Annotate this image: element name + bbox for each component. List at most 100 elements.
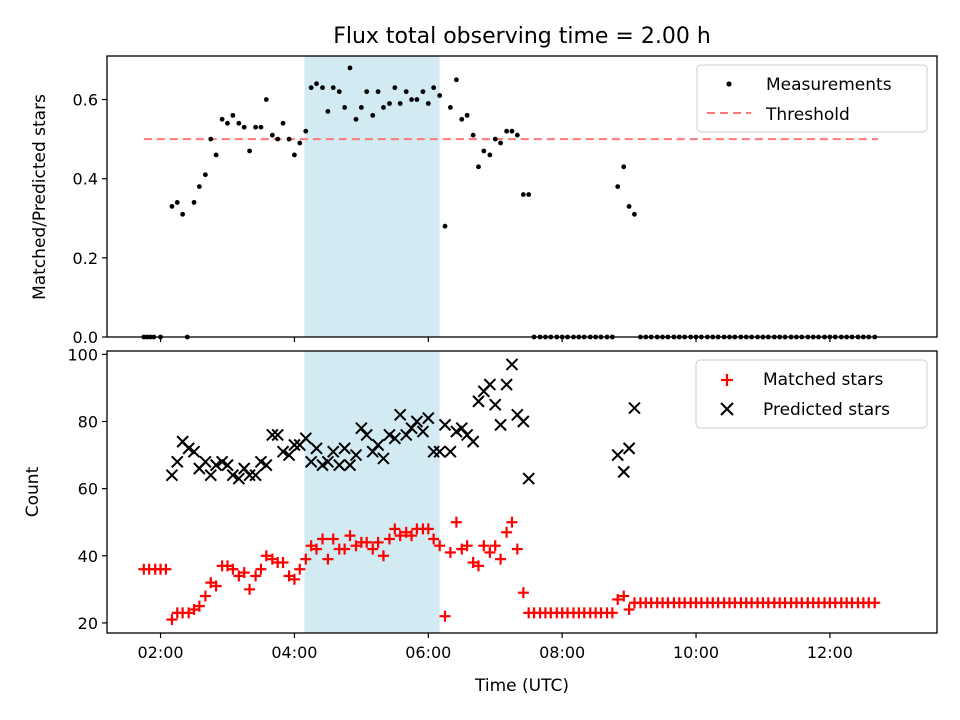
measurement-point	[626, 203, 632, 209]
y-tick-label: 0.2	[73, 249, 98, 268]
matched-star-point	[422, 523, 434, 535]
measurement-point	[253, 124, 258, 130]
predicted-star-point	[483, 378, 497, 391]
matched-star-point	[484, 546, 496, 558]
measurement-point	[464, 112, 470, 118]
observing-window-span	[304, 351, 440, 633]
measurement-point	[213, 152, 219, 158]
predicted-star-point	[522, 472, 535, 485]
top-panel-highlight	[304, 56, 440, 337]
matched-star-point	[383, 533, 395, 545]
matched-star-point	[250, 570, 262, 582]
measurement-point	[621, 164, 627, 170]
x-tick-label: 10:00	[673, 643, 719, 662]
matched-star-point	[478, 540, 490, 552]
matched-star-point	[623, 604, 635, 615]
bottom-legend-predicted-marker	[720, 402, 734, 416]
predicted-star-point	[276, 445, 290, 458]
measurement-point	[297, 140, 303, 146]
measurement-point	[347, 65, 353, 71]
measurement-point	[431, 85, 437, 91]
measurement-point	[454, 77, 459, 83]
measurement-point	[526, 192, 532, 197]
measurement-point	[447, 105, 453, 110]
x-tick-label: 08:00	[539, 643, 585, 662]
predicted-star-point	[622, 442, 636, 455]
top-legend-threshold: Threshold	[765, 105, 850, 125]
matched-star-point	[612, 593, 624, 605]
measurement-point	[487, 152, 493, 158]
predicted-star-point	[343, 458, 357, 472]
measurement-point	[387, 101, 392, 106]
measurement-point	[336, 89, 342, 95]
x-tick-label: 12:00	[807, 643, 853, 662]
measurement-point	[481, 148, 487, 154]
y-tick-label: 0.4	[73, 170, 98, 189]
predicted-star-point	[333, 458, 346, 472]
top-legend-measurement-marker	[726, 81, 732, 87]
matched-star-point	[394, 530, 406, 542]
matched-star-point	[434, 540, 446, 552]
matched-star-point	[606, 607, 618, 619]
bottom-panel-frame	[106, 350, 938, 634]
bottom-panel-legend: Matched stars Predicted stars	[695, 359, 928, 429]
predicted-star-point	[282, 448, 296, 462]
matched-star-point	[389, 523, 401, 535]
predicted-star-point	[321, 455, 335, 468]
observing-window-span	[304, 56, 440, 337]
bottom-legend-matched: Matched stars	[763, 370, 883, 390]
measurement-point	[208, 136, 214, 142]
predicted-star-point	[517, 415, 530, 428]
matched-star-point	[199, 590, 211, 602]
x-axis-label: Time (UTC)	[474, 676, 569, 696]
bottom-panel-highlight	[304, 351, 440, 633]
bottom-legend-matched-marker	[721, 374, 733, 386]
y-tick-label: 0.0	[73, 328, 98, 347]
y-tick-label: 100	[67, 345, 98, 364]
bottom-panel-points	[138, 358, 881, 626]
predicted-star-point	[388, 432, 402, 445]
bottom-panel-ylabel: Count	[23, 466, 43, 517]
predicted-star-point	[433, 445, 446, 458]
matched-star-point	[300, 553, 312, 565]
predicted-star-point	[410, 415, 424, 428]
predicted-star-point	[199, 455, 212, 468]
measurement-point	[370, 112, 376, 118]
matched-star-point	[260, 550, 272, 562]
measurement-point	[258, 124, 264, 130]
measurement-point	[247, 148, 252, 154]
matched-star-point	[311, 543, 323, 555]
predicted-star-point	[617, 465, 630, 479]
predicted-star-point	[611, 448, 624, 462]
predicted-star-point	[505, 358, 519, 371]
predicted-star-point	[299, 432, 313, 445]
matched-star-point	[869, 597, 881, 609]
measurement-point	[375, 89, 381, 95]
predicted-star-point	[444, 445, 457, 458]
measurement-point	[219, 116, 225, 122]
matched-star-point	[339, 543, 351, 555]
matched-star-point	[160, 563, 172, 575]
measurement-point	[392, 85, 398, 91]
measurement-point	[230, 112, 236, 118]
matched-star-point	[501, 526, 513, 538]
predicted-star-point	[209, 458, 223, 472]
measurement-point	[514, 132, 520, 138]
matched-star-point	[322, 553, 334, 565]
matched-star-point	[277, 557, 289, 568]
predicted-star-point	[249, 469, 262, 482]
measurement-point	[169, 203, 175, 209]
matched-star-point	[327, 533, 339, 545]
measurement-point	[202, 172, 208, 178]
matched-star-point	[210, 580, 222, 592]
x-tick-label: 02:00	[137, 643, 183, 662]
matched-star-point	[344, 530, 356, 542]
predicted-star-point	[422, 411, 435, 425]
predicted-star-point	[327, 445, 340, 458]
predicted-star-point	[165, 469, 179, 482]
measurement-point	[292, 152, 297, 158]
measurement-point	[397, 101, 403, 106]
matched-star-point	[428, 533, 440, 545]
y-tick-label: 80	[78, 413, 98, 432]
measurement-point	[241, 124, 247, 130]
